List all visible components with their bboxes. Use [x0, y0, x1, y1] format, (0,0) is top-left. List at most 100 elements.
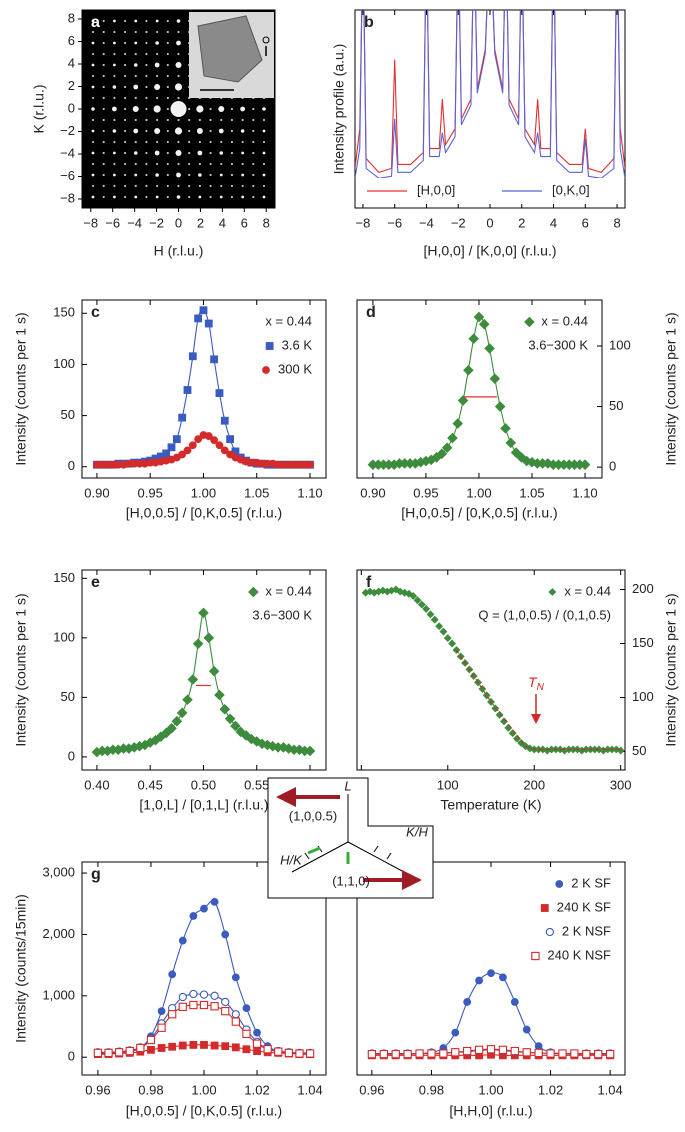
diffraction-spot [262, 118, 266, 122]
y-tick-label: 50 [61, 689, 75, 704]
y-tick-label: 0 [68, 458, 75, 473]
diffraction-spot [123, 107, 127, 111]
diffraction-spot [166, 162, 169, 166]
x-tick-label: 0.95 [413, 485, 438, 500]
diffraction-spot [113, 96, 116, 100]
x-tick-label: 0 [486, 215, 493, 230]
data-point [231, 1010, 240, 1019]
x-tick-label: 1.04 [297, 1082, 322, 1097]
diffraction-spot [134, 173, 138, 177]
diffraction-spot [123, 140, 127, 144]
data-point [494, 401, 506, 412]
axis-name: H/K [280, 852, 303, 867]
diffraction-spot [123, 195, 127, 199]
x-tick-label: 0.95 [138, 485, 163, 500]
diffraction-spot [198, 140, 201, 144]
diffraction-spot [252, 151, 255, 155]
data-point [409, 592, 418, 600]
diffraction-spot [113, 74, 116, 78]
diffraction-spot [166, 173, 169, 177]
data-point [221, 930, 230, 939]
data-point [413, 596, 422, 605]
diffraction-spot [91, 151, 95, 155]
axis-tick [373, 845, 379, 853]
diffraction-spot [133, 151, 138, 155]
diffraction-spot [91, 184, 95, 188]
x-tick-label: −6 [105, 215, 120, 230]
data-point [199, 306, 208, 315]
data-point [157, 1007, 166, 1016]
data-point [168, 1042, 177, 1051]
diffraction-spot [252, 184, 255, 188]
tem-flake [197, 15, 263, 83]
diffraction-spot [145, 107, 148, 111]
data-point [178, 936, 187, 945]
x-tick-label: −2 [149, 215, 164, 230]
data-point [157, 1044, 166, 1052]
y-tick-label: 6 [68, 33, 75, 48]
data-point [510, 1046, 519, 1056]
legend-key [265, 342, 274, 350]
diffraction-spot [262, 129, 266, 133]
x-tick-label: −6 [387, 215, 402, 230]
data-point [305, 1049, 315, 1058]
data-point [183, 446, 192, 455]
diffraction-spot [123, 162, 127, 166]
diffraction-spot [220, 162, 223, 166]
data-point [510, 447, 522, 458]
data-point [157, 1023, 166, 1032]
diffraction-spot [262, 162, 266, 166]
diffraction-spot [240, 129, 245, 133]
fit-line [96, 612, 311, 753]
diffraction-spot [176, 40, 181, 46]
legend-label: Q = (1,0,0.5) / (0,1,0.5) [478, 607, 611, 622]
diffraction-spot [174, 83, 183, 91]
diffraction-spot [154, 84, 161, 90]
diffraction-spot [112, 19, 116, 23]
diffraction-spot [252, 140, 255, 144]
diffraction-spot [123, 85, 127, 89]
panel-letter: g [91, 866, 101, 883]
diffraction-spot [112, 129, 117, 133]
plot-frame [81, 569, 327, 771]
diffraction-spot [177, 140, 180, 144]
data-point [478, 318, 490, 330]
diffraction-spot [177, 184, 180, 188]
data-point [427, 1049, 436, 1058]
data-point [499, 973, 507, 982]
data-point [215, 441, 224, 450]
diffraction-spot [91, 30, 95, 34]
diffraction-spot [145, 74, 148, 78]
x-tick-label: 6 [582, 215, 589, 230]
diffraction-spot [262, 107, 266, 111]
legend-label: 2 K SF [571, 875, 611, 890]
x-tick-label: 0.90 [84, 485, 109, 500]
data-point [198, 607, 209, 619]
diffraction-spot [91, 107, 95, 111]
diffraction-spot [166, 140, 169, 144]
data-point [204, 432, 213, 440]
x-tick-label: −8 [356, 215, 371, 230]
data-point [436, 448, 448, 460]
diffraction-spot [230, 195, 234, 199]
diffraction-spot [166, 129, 169, 133]
x-tick-label: −4 [127, 215, 142, 230]
diffraction-spot [155, 19, 159, 23]
y-tick-label: 100 [53, 356, 75, 371]
x-tick-label: 0.40 [84, 777, 109, 792]
diffraction-spot [102, 151, 105, 155]
diffraction-spot [145, 129, 148, 133]
data-point [172, 435, 181, 444]
data-point [210, 897, 219, 906]
x-tick-label: 1.10 [297, 485, 322, 500]
data-point [274, 1047, 283, 1056]
diffraction-spot [175, 62, 182, 68]
diffraction-spot [166, 118, 169, 122]
y-tick-label: 3,000 [42, 864, 75, 879]
diffraction-spot [102, 107, 105, 111]
diffraction-spot [240, 106, 246, 112]
diffraction-spot [91, 19, 95, 23]
x-tick-label: 100 [437, 777, 459, 792]
diffraction-spot [134, 30, 137, 34]
plot-area [361, 585, 625, 755]
